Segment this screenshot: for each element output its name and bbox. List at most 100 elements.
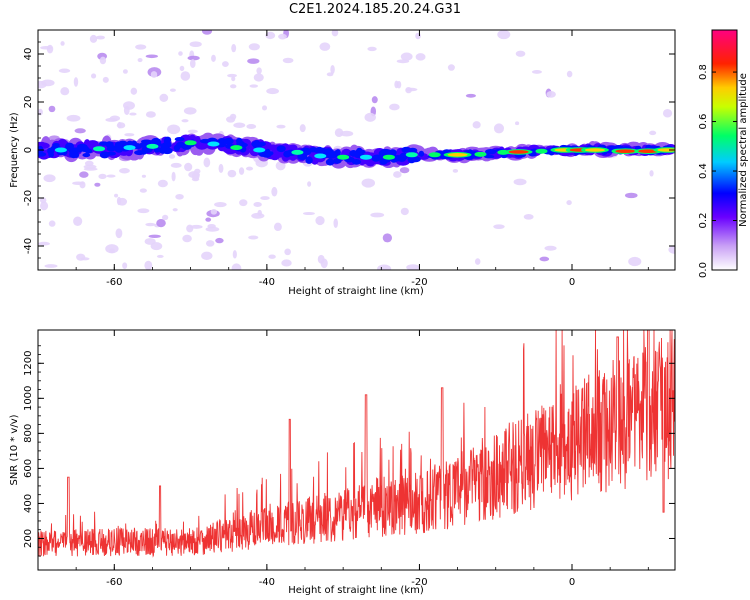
ridge-core bbox=[184, 140, 197, 146]
colorbar-tick-label: 0.4 bbox=[698, 163, 709, 179]
noise-blob bbox=[205, 240, 215, 247]
noise-blob bbox=[566, 200, 572, 206]
noise-blob bbox=[205, 217, 212, 222]
ridge-blob bbox=[199, 138, 212, 144]
noise-blob bbox=[169, 88, 176, 92]
noise-blob bbox=[515, 121, 520, 126]
spectrogram-x-ticks: -60 -40 -20 0 bbox=[37, 30, 649, 288]
noise-blob bbox=[546, 91, 556, 98]
ridge-core bbox=[253, 147, 266, 153]
noise-blob bbox=[447, 64, 455, 71]
noise-blob bbox=[230, 84, 237, 89]
colorbar-label: Normalized spectral amplitude bbox=[738, 73, 749, 227]
noise-blob bbox=[159, 93, 169, 103]
ridge-blob bbox=[349, 149, 358, 157]
ridge-blob bbox=[150, 137, 162, 146]
noise-blob bbox=[179, 65, 185, 72]
colorbar-tick-label: 0.8 bbox=[698, 64, 709, 80]
noise-blob bbox=[210, 208, 218, 215]
noise-blob bbox=[266, 88, 279, 95]
noise-blob bbox=[181, 119, 189, 123]
noise-blob bbox=[248, 43, 260, 51]
noise-blob bbox=[83, 167, 98, 171]
noise-blob bbox=[389, 103, 400, 111]
noise-blob bbox=[214, 201, 227, 208]
ridge-blob bbox=[385, 151, 393, 156]
y-tick-label: 1200 bbox=[23, 351, 34, 376]
x-tick-label: -60 bbox=[106, 277, 122, 288]
ridge-blob bbox=[311, 156, 319, 165]
noise-blob bbox=[399, 167, 410, 174]
noise-blob bbox=[218, 163, 224, 173]
noise-blob bbox=[415, 32, 421, 40]
ridge-blob bbox=[126, 140, 134, 146]
noise-blob bbox=[122, 262, 128, 270]
ridge-blob bbox=[65, 142, 75, 150]
noise-blob bbox=[98, 173, 107, 179]
noise-blob bbox=[58, 68, 71, 73]
noise-blob bbox=[370, 212, 385, 218]
noise-blob bbox=[145, 222, 156, 227]
ridge-blob bbox=[325, 150, 336, 157]
noise-blob bbox=[60, 41, 65, 46]
x-tick-label: 0 bbox=[569, 577, 575, 588]
ridge-blob bbox=[485, 148, 497, 155]
ridge-blob bbox=[82, 153, 91, 158]
ridge-blob bbox=[258, 141, 266, 147]
noise-blob bbox=[40, 45, 53, 50]
noise-blob bbox=[102, 76, 109, 83]
noise-blob bbox=[513, 178, 527, 186]
noise-blob bbox=[148, 234, 161, 239]
noise-blob bbox=[182, 234, 192, 243]
ridge-core bbox=[146, 143, 159, 149]
noise-blob bbox=[271, 186, 278, 197]
noise-blob bbox=[178, 51, 183, 56]
noise-blob bbox=[116, 196, 122, 206]
noise-blob bbox=[215, 237, 224, 244]
noise-blob bbox=[539, 256, 550, 262]
x-tick-label: -20 bbox=[411, 577, 427, 588]
ridge-blob bbox=[283, 150, 291, 158]
noise-blob bbox=[43, 174, 56, 183]
noise-blob bbox=[130, 87, 138, 95]
ridge-blob bbox=[325, 158, 335, 166]
noise-blob bbox=[232, 250, 237, 259]
noise-blob bbox=[249, 84, 259, 88]
ridge-core bbox=[207, 141, 220, 147]
noise-blob bbox=[156, 254, 164, 258]
noise-blob bbox=[474, 258, 481, 265]
ridge-core bbox=[447, 153, 468, 157]
noise-blob bbox=[662, 108, 673, 118]
ridge-blob bbox=[548, 150, 555, 156]
ridge-core bbox=[230, 145, 243, 151]
noise-blob bbox=[129, 112, 137, 116]
y-tick-label: 400 bbox=[23, 494, 34, 513]
noise-blob bbox=[79, 181, 86, 189]
x-tick-label: -60 bbox=[106, 577, 122, 588]
noise-blob bbox=[284, 248, 291, 256]
ridge-blob bbox=[140, 150, 147, 155]
spectrogram-marks bbox=[38, 30, 675, 270]
noise-blob bbox=[119, 168, 130, 174]
noise-blob bbox=[624, 192, 638, 199]
colorbar-ticks: 0.0 0.2 0.4 0.6 0.8 bbox=[698, 64, 737, 278]
noise-blob bbox=[229, 113, 237, 120]
noise-blob bbox=[320, 258, 328, 269]
ridge-blob bbox=[176, 141, 186, 148]
snr-x-ticks: -60 -40 -20 0 bbox=[37, 330, 649, 588]
x-tick-label: -20 bbox=[411, 277, 427, 288]
ridge-blob bbox=[73, 151, 80, 158]
spectrogram-x-label: Height of straight line (km) bbox=[288, 286, 424, 297]
ridge-core bbox=[428, 152, 441, 158]
noise-blob bbox=[91, 73, 97, 79]
noise-blob bbox=[265, 31, 276, 40]
colorbar-tick-label: 0.2 bbox=[698, 213, 709, 229]
noise-blob bbox=[137, 208, 150, 214]
noise-blob bbox=[248, 235, 259, 240]
ridge-blob bbox=[235, 137, 243, 144]
noise-blob bbox=[361, 178, 376, 188]
noise-blob bbox=[205, 226, 220, 232]
noise-blob bbox=[109, 115, 121, 122]
noise-blob bbox=[245, 166, 254, 171]
ridge-blob bbox=[251, 141, 259, 147]
